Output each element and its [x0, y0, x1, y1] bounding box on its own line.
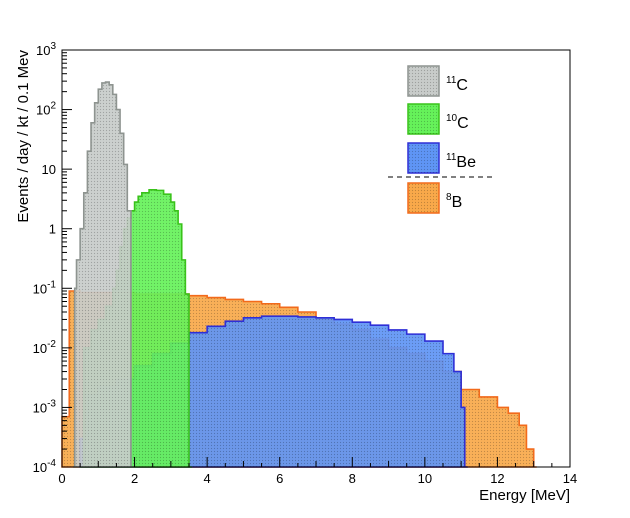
x-tick-label: 0 [58, 471, 65, 486]
x-tick-label: 4 [204, 471, 211, 486]
y-tick-label: 10-3 [33, 398, 57, 415]
y-tick-label: 10-2 [33, 339, 57, 356]
legend-swatch-pattern [408, 143, 439, 173]
series-11C-outline [72, 81, 134, 468]
y-axis-title: Events / day / kt / 0.1 Mev [15, 50, 32, 223]
legend-label: 10C [446, 113, 469, 132]
x-tick-label: 6 [276, 471, 283, 486]
legend-item-11C: 11C [407, 65, 468, 97]
legend-swatch-pattern [408, 183, 439, 213]
axis-layer: 0 2 4 6 8 10 12 14 10-4 10-3 10-2 10-1 1 10 102 103 [33, 41, 578, 486]
x-tick-label: 2 [131, 471, 138, 486]
legend-item-11Be: 11Be [407, 142, 476, 174]
series-11C [72, 81, 134, 468]
x-axis-title: Energy [MeV] [479, 487, 570, 504]
y-tick-label: 102 [36, 101, 56, 118]
y-tick-label: 10-1 [33, 279, 57, 296]
legend-swatch-pattern [408, 66, 439, 96]
series-layer [61, 81, 537, 468]
legend-label: 11Be [446, 152, 476, 171]
y-tick-label: 103 [36, 41, 56, 58]
legend-label: 8B [446, 192, 462, 211]
legend: 11C 10C 11Be 8B [388, 65, 494, 214]
x-tick-label: 8 [349, 471, 356, 486]
legend-swatch-pattern [408, 104, 439, 134]
x-tick-label: 14 [563, 471, 577, 486]
x-tick-label: 10 [418, 471, 432, 486]
legend-item-8B: 8B [407, 182, 462, 214]
y-tick-label: 1 [49, 222, 56, 237]
y-tick-label: 10 [42, 162, 56, 177]
legend-label: 11C [446, 75, 468, 94]
y-tick-label: 10-4 [33, 458, 57, 475]
legend-item-10C: 10C [407, 103, 469, 135]
x-tick-label: 12 [490, 471, 504, 486]
